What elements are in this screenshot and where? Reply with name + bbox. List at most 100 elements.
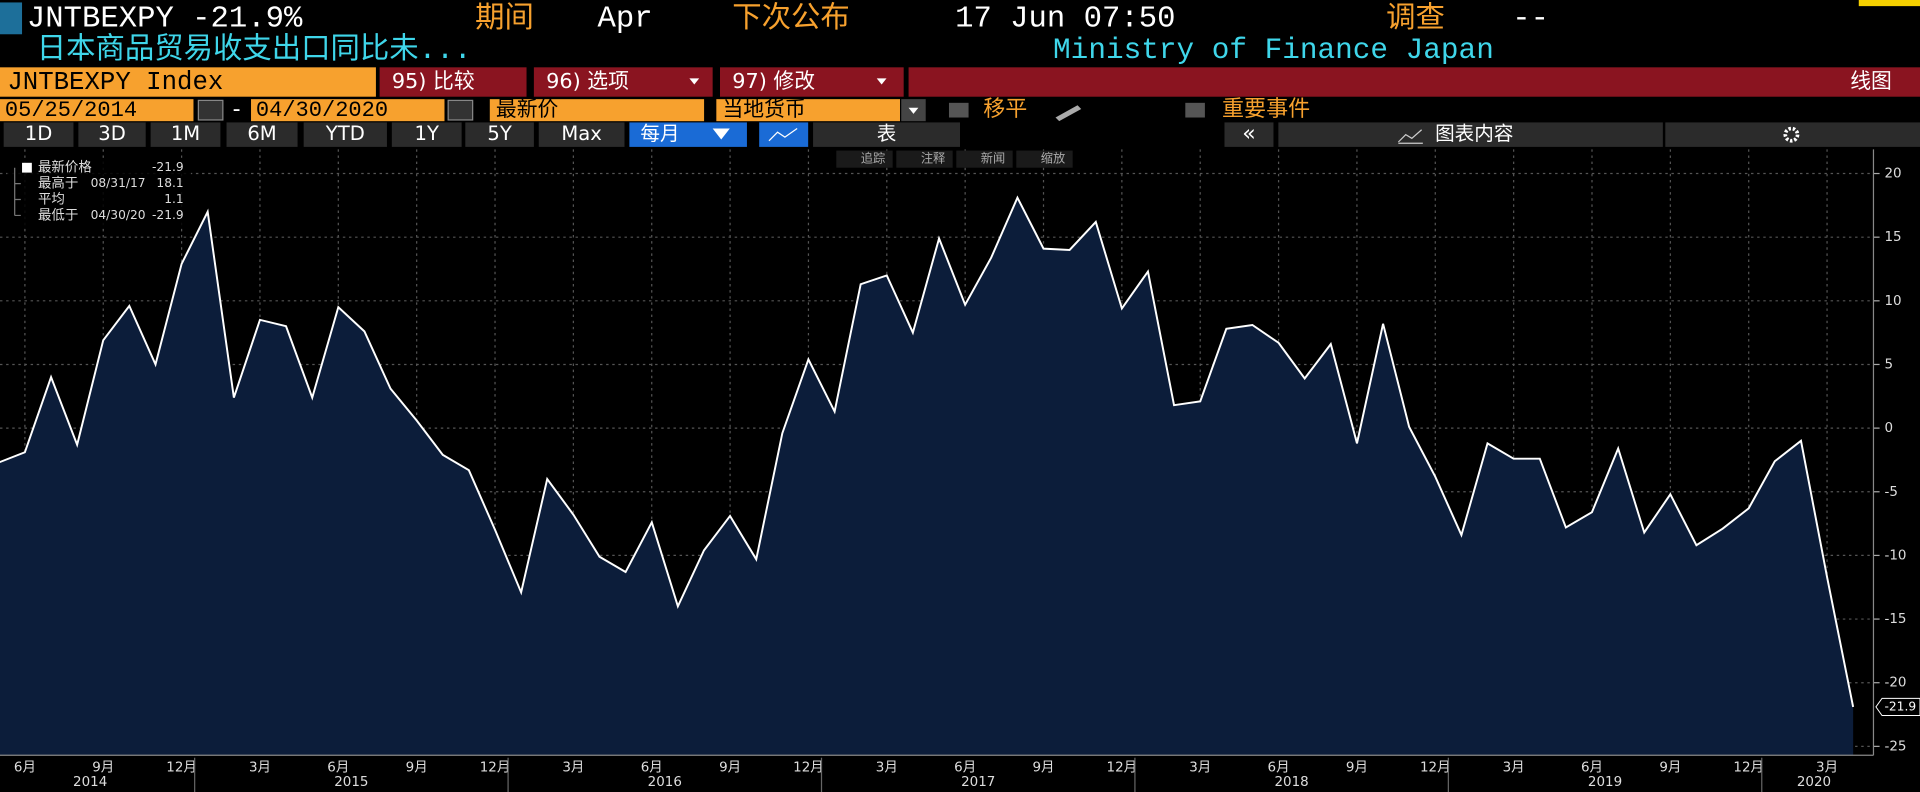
- button-label[interactable]: 96) 选项: [546, 69, 629, 93]
- stat-name: 最低于: [38, 207, 78, 223]
- tool-button[interactable]: [836, 150, 893, 168]
- range-button[interactable]: [226, 122, 298, 147]
- chart-type: 线图: [1850, 69, 1892, 93]
- chart-content-button[interactable]: [1278, 122, 1663, 147]
- year-label: 2018: [1275, 775, 1309, 790]
- year-label: 2020: [1797, 775, 1831, 790]
- next-release-label: 下次公布: [732, 0, 850, 34]
- chart-content[interactable]: 图表内容: [1435, 122, 1513, 145]
- y-tick-label: -5: [1884, 485, 1897, 500]
- x-tick-label: 3月: [876, 761, 898, 776]
- dropdown-arrow: [689, 78, 700, 85]
- tool-button[interactable]: [1016, 150, 1073, 168]
- line-icon-button[interactable]: [759, 122, 809, 147]
- table-button[interactable]: [813, 122, 960, 147]
- range-button[interactable]: [538, 122, 625, 147]
- security[interactable]: JNTBEXPY Index: [7, 68, 223, 97]
- button-label[interactable]: 95) 比较: [392, 69, 475, 93]
- date-box[interactable]: [0, 99, 194, 122]
- table[interactable]: 表: [877, 122, 897, 145]
- stat-name: 最新价格: [38, 160, 92, 176]
- x-tick-label: 6月: [954, 761, 976, 776]
- range-label[interactable]: 1M: [171, 122, 200, 145]
- x-tick-label: 9月: [1346, 761, 1368, 776]
- checkbox[interactable]: [1185, 102, 1205, 118]
- x-tick-label: 3月: [249, 761, 271, 776]
- survey-label: 调查: [1386, 0, 1445, 34]
- range-button[interactable]: [3, 122, 74, 147]
- area-fill: [0, 197, 1854, 756]
- legend-swatch: [22, 162, 32, 173]
- x-tick-label: 9月: [719, 761, 741, 776]
- security-marker: [0, 2, 23, 35]
- button-label[interactable]: 97) 修改: [732, 69, 815, 93]
- moving-average[interactable]: 移平: [983, 97, 1027, 122]
- y-tick-label: 20: [1884, 167, 1901, 182]
- events[interactable]: 重要事件: [1222, 97, 1310, 122]
- range-button[interactable]: [465, 122, 534, 147]
- tool-button[interactable]: [956, 150, 1013, 168]
- tool-label[interactable]: 新闻: [981, 151, 1005, 166]
- end-date[interactable]: 04/30/2020: [256, 98, 388, 123]
- x-tick-label: 3月: [1816, 761, 1838, 776]
- alert-strip: [1858, 0, 1920, 7]
- range-label[interactable]: 1D: [25, 122, 53, 145]
- period: Apr: [598, 2, 653, 36]
- x-tick-label: 6月: [1268, 761, 1290, 776]
- year-label: 2019: [1588, 775, 1622, 790]
- range-button[interactable]: [303, 122, 387, 147]
- source: Ministry of Finance Japan: [1053, 34, 1494, 67]
- tool-label[interactable]: 缩放: [1041, 151, 1065, 166]
- button[interactable]: [379, 67, 527, 97]
- y-tick-label: -10: [1884, 548, 1906, 563]
- x-tick-label: 6月: [641, 761, 663, 776]
- x-tick-label: 9月: [1659, 761, 1681, 776]
- stat-value: -21.9: [152, 208, 184, 222]
- y-tick-label: 5: [1884, 357, 1893, 372]
- calendar-icon[interactable]: [447, 99, 474, 121]
- field-box[interactable]: [489, 99, 705, 122]
- date-box[interactable]: [251, 99, 445, 122]
- button[interactable]: [533, 67, 713, 97]
- checkbox[interactable]: [948, 102, 969, 118]
- range-label[interactable]: 5Y: [487, 122, 511, 145]
- range-label[interactable]: 3D: [98, 122, 126, 145]
- collapse-button[interactable]: [1224, 122, 1274, 147]
- y-tick-label: 10: [1884, 294, 1901, 309]
- dropdown-arrow: [908, 107, 919, 114]
- settings-button[interactable]: [1665, 122, 1920, 147]
- tool-button[interactable]: [896, 150, 953, 168]
- next-release: 17 Jun 07:50: [955, 2, 1175, 36]
- line: [0, 195, 1855, 708]
- x-tick-label: 3月: [562, 761, 584, 776]
- y-tick-label: -20: [1884, 676, 1906, 691]
- year-label: 2016: [648, 775, 682, 790]
- x-tick-label: 3月: [1189, 761, 1211, 776]
- x-tick-label: 6月: [1581, 761, 1603, 776]
- tool-label[interactable]: 追踪: [861, 151, 885, 166]
- survey: --: [1512, 2, 1549, 36]
- currency[interactable]: 当地货币: [722, 97, 805, 121]
- range-button[interactable]: [78, 122, 146, 147]
- range-button[interactable]: [391, 122, 462, 147]
- start-date[interactable]: 05/25/2014: [5, 98, 137, 123]
- frequency-button[interactable]: [629, 122, 747, 147]
- security-box[interactable]: [0, 67, 376, 97]
- y-tick-label: -15: [1884, 612, 1906, 627]
- price-field[interactable]: 最新价: [496, 97, 559, 121]
- legend-box: [7, 157, 192, 227]
- range-label[interactable]: YTD: [325, 122, 365, 145]
- calendar-icon[interactable]: [197, 99, 224, 121]
- range-label[interactable]: 6M: [247, 122, 276, 145]
- range-label[interactable]: Max: [561, 122, 601, 145]
- last-value-label: -21.9: [1884, 699, 1916, 713]
- y-tick-label: 0: [1884, 421, 1893, 436]
- range-label[interactable]: 1Y: [415, 122, 439, 145]
- collapse-icon: «: [1242, 122, 1255, 147]
- tool-label[interactable]: 注释: [921, 151, 945, 166]
- frequency[interactable]: 每月: [640, 122, 679, 145]
- currency-box[interactable]: [716, 99, 900, 122]
- range-button[interactable]: [150, 122, 221, 147]
- button[interactable]: [720, 67, 904, 97]
